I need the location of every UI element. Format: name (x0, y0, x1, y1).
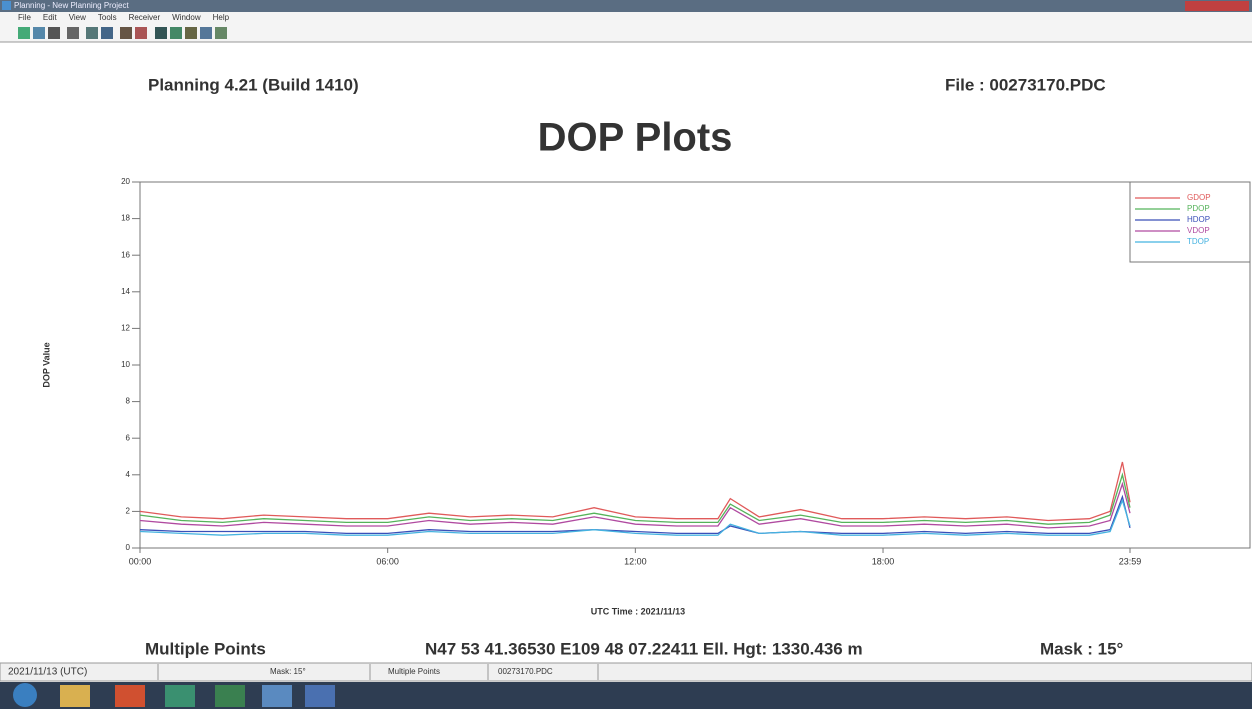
tool-button[interactable] (18, 27, 30, 39)
legend-label: GDOP (1187, 193, 1211, 202)
file-name: File : 00273170.PDC (945, 75, 1106, 94)
menu-item[interactable]: Help (213, 13, 230, 22)
series-line (139, 472, 1131, 525)
tool-button[interactable] (101, 27, 113, 39)
tool-button[interactable] (170, 27, 182, 39)
tool-button[interactable] (48, 27, 60, 39)
tool-button[interactable] (135, 27, 147, 39)
mask-label: Mask : 15° (1040, 639, 1124, 658)
x-tick-label: 00:00 (129, 556, 152, 566)
taskbar-icon[interactable] (165, 685, 195, 707)
series-line (139, 494, 1131, 535)
window-controls[interactable] (1185, 1, 1249, 11)
menu-bar: File Edit View Tools Receiver Window Help (18, 13, 230, 22)
taskbar-icon[interactable] (60, 685, 90, 707)
status-field: 2021/11/13 (UTC) (8, 667, 87, 678)
window-title: Planning - New Planning Project (14, 1, 130, 10)
status-field: 00273170.PDC (498, 667, 553, 676)
tool-button[interactable] (120, 27, 132, 39)
series-line (139, 481, 1131, 529)
tool-button[interactable] (67, 27, 79, 39)
legend-label: PDOP (1187, 204, 1210, 213)
taskbar-icon[interactable] (262, 685, 292, 707)
y-tick-label: 6 (126, 433, 131, 442)
y-axis-label: DOP Value (41, 342, 51, 387)
series-line (139, 498, 1131, 536)
y-tick-label: 0 (126, 543, 131, 552)
toolbar (18, 27, 227, 39)
tool-button[interactable] (215, 27, 227, 39)
taskbar-icon[interactable] (115, 685, 145, 707)
y-tick-label: 14 (121, 287, 130, 296)
plot: 0 2 4 6 8 10 12 14 16 18 20 00:00 06:00 12:00 18:00 23:… (121, 177, 1210, 566)
app-icon (2, 1, 11, 10)
taskbar (0, 682, 1252, 709)
menu-item[interactable]: File (18, 13, 31, 22)
x-tick-label: 06:00 (376, 556, 399, 566)
status-bar (0, 662, 1252, 682)
menu-item[interactable]: Receiver (129, 13, 161, 22)
taskbar-icon[interactable] (215, 685, 245, 707)
points-label: Multiple Points (145, 639, 266, 658)
app-version: Planning 4.21 (Build 1410) (148, 75, 359, 94)
y-tick-label: 12 (121, 324, 130, 333)
tool-button[interactable] (185, 27, 197, 39)
y-tick-label: 10 (121, 360, 130, 369)
y-tick-label: 2 (126, 507, 131, 516)
tool-button[interactable] (200, 27, 212, 39)
legend-box (1129, 181, 1251, 263)
tool-button[interactable] (155, 27, 167, 39)
menu-item[interactable]: Tools (98, 13, 117, 22)
tool-button[interactable] (33, 27, 45, 39)
chart-title: DOP Plots (538, 116, 733, 160)
legend-label: VDOP (1187, 226, 1210, 235)
start-button[interactable] (13, 683, 37, 707)
y-tick-label: 16 (121, 250, 130, 259)
x-tick-label: 23:59 (1119, 556, 1142, 566)
x-axis-label: UTC Time : 2021/11/13 (591, 606, 685, 616)
x-tick-label: 18:00 (872, 556, 895, 566)
legend-label: TDOP (1187, 237, 1209, 246)
menu-item[interactable]: View (69, 13, 86, 22)
taskbar-icon[interactable] (305, 685, 335, 707)
y-tick-label: 8 (126, 397, 131, 406)
menu-item[interactable]: Window (172, 13, 201, 22)
position-label: N47 53 41.36530 E109 48 07.22411 Ell. Hg… (425, 639, 863, 658)
y-tick-label: 4 (126, 470, 131, 479)
status-field: Mask: 15° (270, 667, 306, 676)
y-tick-label: 18 (121, 214, 130, 223)
tool-button[interactable] (86, 27, 98, 39)
status-fields: 2021/11/13 (UTC) Mask: 15° Multiple Points… (8, 664, 599, 680)
legend-label: HDOP (1187, 215, 1210, 224)
title-bar (0, 0, 1252, 12)
status-field: Multiple Points (388, 667, 440, 676)
x-tick-label: 12:00 (624, 556, 647, 566)
menu-item[interactable]: Edit (43, 13, 58, 22)
series-line (139, 461, 1131, 522)
plot-frame (139, 181, 1251, 549)
y-tick-label: 20 (121, 177, 130, 186)
